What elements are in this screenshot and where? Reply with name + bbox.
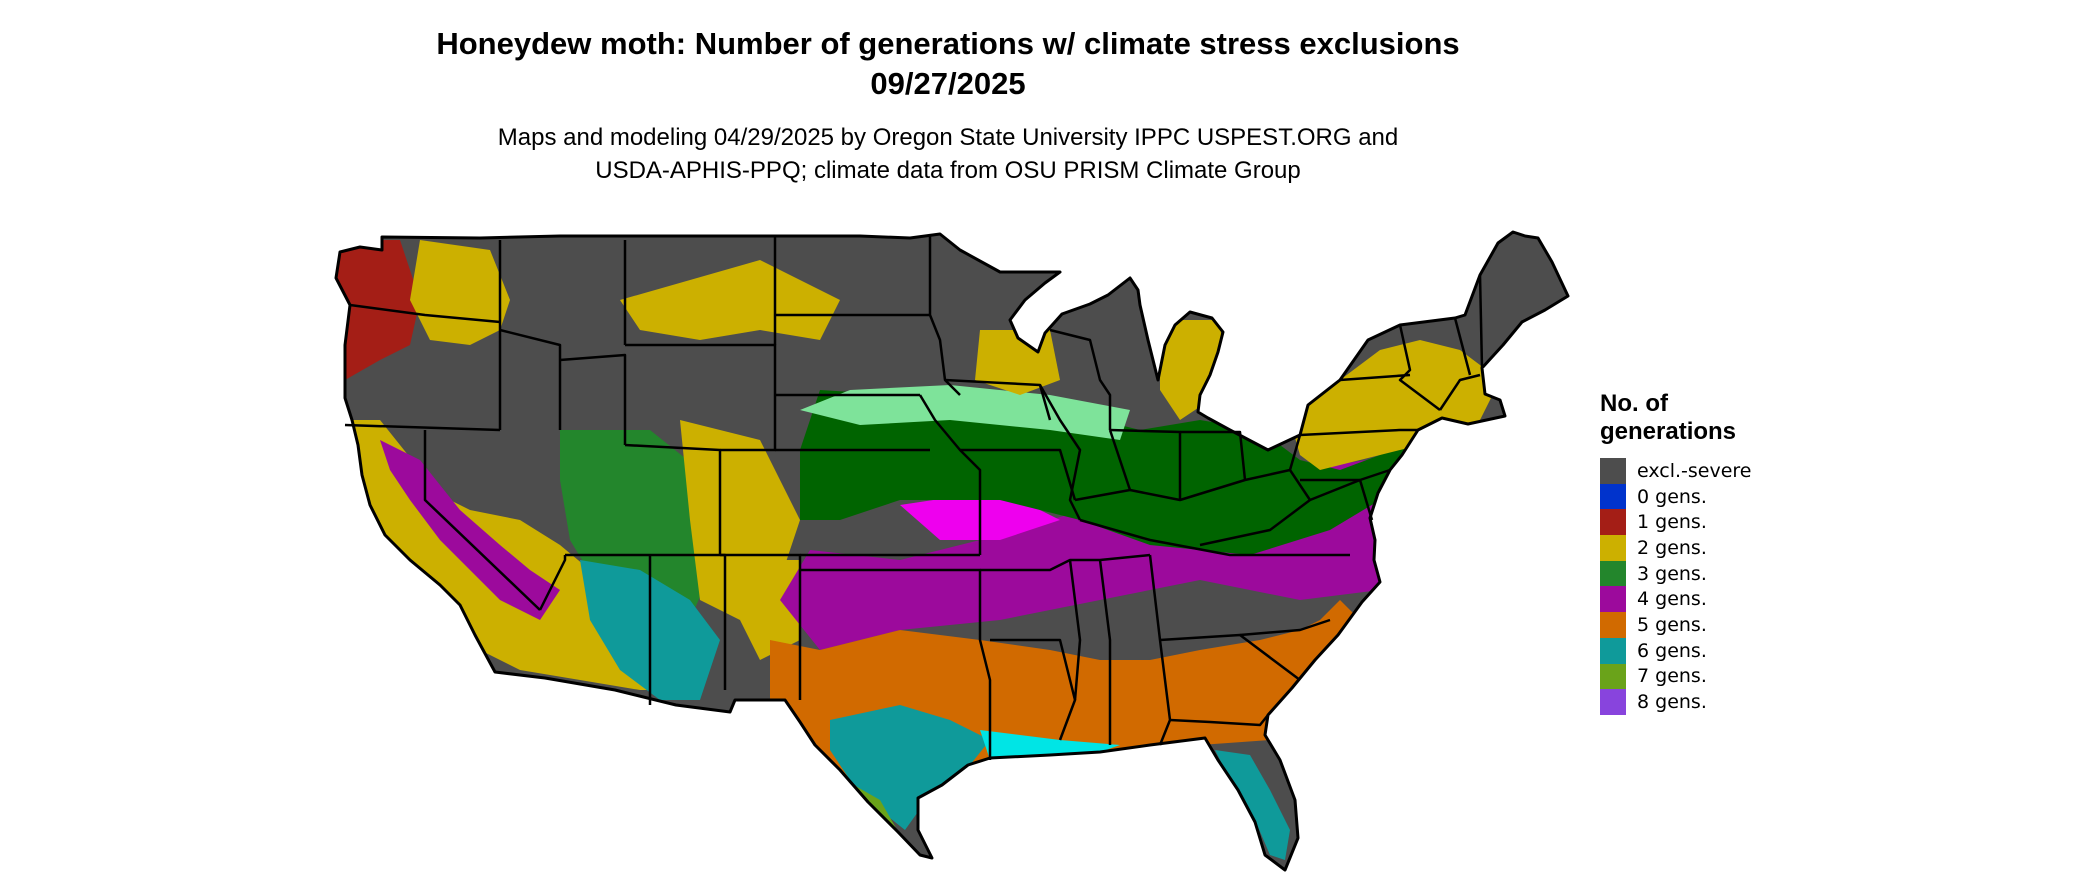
legend-item-5-gens: 5 gens. bbox=[1600, 612, 1752, 638]
legend-swatch bbox=[1600, 458, 1626, 484]
generation-region-3-corn-belt bbox=[800, 390, 1420, 555]
legend-label: 4 gens. bbox=[1637, 588, 1707, 611]
us-outline bbox=[334, 230, 1570, 872]
legend-item-2-gens: 2 gens. bbox=[1600, 535, 1752, 561]
map-title: Honeydew moth: Number of generations w/ … bbox=[436, 26, 1460, 61]
generation-region-2-northern-rockies bbox=[620, 260, 840, 340]
generation-region-2-washington bbox=[410, 240, 510, 345]
legend-swatch bbox=[1600, 612, 1626, 638]
legend: excl.-severe 0 gens. 1 gens. 2 gens. 3 g… bbox=[1600, 458, 1752, 715]
legend-swatch bbox=[1600, 509, 1626, 536]
legend-item-0-gens: 0 gens. bbox=[1600, 483, 1752, 510]
legend-item-4-gens: 4 gens. bbox=[1600, 586, 1752, 613]
map-date: 09/27/2025 bbox=[870, 66, 1026, 101]
legend-item-excl-severe: excl.-severe bbox=[1600, 458, 1752, 484]
state-borders bbox=[344, 236, 1484, 760]
map-subtitle-line1: Maps and modeling 04/29/2025 by Oregon S… bbox=[497, 124, 1399, 151]
legend-label: 3 gens. bbox=[1637, 562, 1707, 585]
generation-region-2-southern-rockies bbox=[740, 560, 800, 660]
legend-item-8-gens: 8 gens. bbox=[1600, 689, 1752, 715]
map-subtitle-line2: USDA-APHIS-PPQ; climate data from OSU PR… bbox=[595, 157, 1301, 184]
generation-region-1-pacific-nw bbox=[336, 240, 420, 380]
legend-item-3-gens: 3 gens. bbox=[1600, 560, 1752, 587]
generation-region-6-florida bbox=[1215, 750, 1290, 860]
legend-label: 8 gens. bbox=[1637, 691, 1707, 714]
us-generations-map bbox=[334, 230, 1570, 872]
legend-item-7-gens: 7 gens. bbox=[1600, 663, 1752, 690]
legend-swatch bbox=[1600, 637, 1626, 664]
legend-label: 6 gens. bbox=[1637, 639, 1707, 662]
legend-swatch bbox=[1600, 689, 1626, 715]
legend-item-6-gens: 6 gens. bbox=[1600, 637, 1752, 664]
legend-swatch bbox=[1600, 560, 1626, 587]
legend-title: No. of generations bbox=[1600, 390, 1737, 445]
legend-item-1-gens: 1 gens. bbox=[1600, 509, 1752, 536]
legend-swatch bbox=[1600, 586, 1626, 613]
generation-region-2-northeast bbox=[1290, 340, 1500, 470]
legend-label: 2 gens. bbox=[1637, 536, 1707, 559]
legend-swatch bbox=[1600, 535, 1626, 561]
legend-label: excl.-severe bbox=[1637, 459, 1752, 482]
legend-label: 5 gens. bbox=[1637, 613, 1707, 636]
legend-label: 1 gens. bbox=[1637, 511, 1707, 534]
legend-label: 0 gens. bbox=[1637, 485, 1707, 508]
legend-swatch bbox=[1600, 663, 1626, 690]
legend-swatch bbox=[1600, 483, 1626, 510]
legend-label: 7 gens. bbox=[1637, 665, 1707, 688]
